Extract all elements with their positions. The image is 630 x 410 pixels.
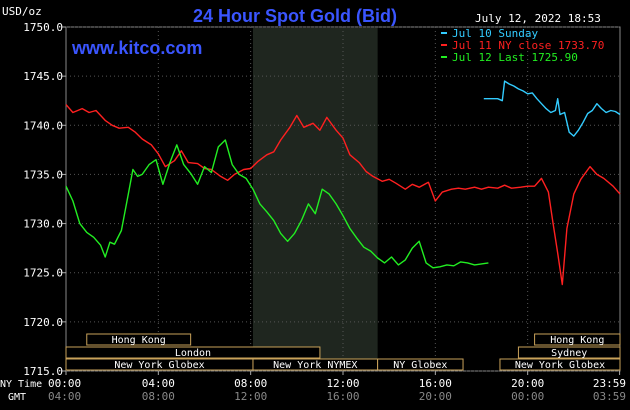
series-line (65, 104, 621, 286)
session-label: Hong Kong (112, 335, 166, 346)
session-label: Sydney (551, 348, 587, 359)
series-line (65, 139, 489, 269)
x-tick-label-ny: 08:00 (234, 377, 267, 390)
x-tick-label-ny: 20:00 (511, 377, 544, 390)
x-tick-label-gmt: 16:00 (326, 390, 359, 403)
x-tick-label-gmt: 00:00 (511, 390, 544, 403)
session-label: New York Globex (114, 360, 204, 371)
session-box (86, 333, 192, 346)
y-tick-label: 1750.0 (23, 21, 63, 34)
session-label: Hong Kong (550, 335, 604, 346)
x-tick-label-ny: 16:00 (419, 377, 452, 390)
x-tick-label-ny: 04:00 (142, 377, 175, 390)
x-axis-ticks: 00:0004:0004:0008:0008:0012:0012:0016:00… (48, 371, 626, 403)
y-tick-label: 1730.0 (23, 218, 63, 231)
session-label: New York Globex (515, 360, 605, 371)
y-tick-label: 1740.0 (23, 119, 63, 132)
session-box (534, 333, 621, 346)
ny-time-axis-label: NY Time (0, 379, 42, 390)
y-axis-ticks: 1750.0 1745.0 1740.0 1735.0 1730.0 1725.0 1720… (23, 21, 66, 378)
y-axis-label: USD/oz (2, 5, 42, 18)
website-watermark: www.kitco.com (71, 38, 202, 58)
y-tick-label: 1745.0 (23, 70, 63, 83)
date-label: July 12, 2022 18:53 (475, 12, 601, 25)
x-tick-label-gmt: 08:00 (142, 390, 175, 403)
x-tick-label-gmt: 04:00 (48, 390, 81, 403)
x-tick-label-ny: 12:00 (326, 377, 359, 390)
x-tick-label-gmt: 03:59 (593, 390, 626, 403)
x-tick-label-ny: 23:59 (593, 377, 626, 390)
session-box (65, 346, 321, 359)
session-box (499, 358, 621, 371)
y-tick-label: 1715.0 (23, 365, 63, 378)
y-tick-label: 1735.0 (23, 168, 63, 181)
y-tick-label: 1720.0 (23, 316, 63, 329)
legend-label: Jul 11 NY close 1733.70 (452, 39, 604, 52)
session-label: NY Globex (393, 360, 447, 371)
session-box (377, 358, 464, 371)
legend-label: Jul 10 Sunday (452, 27, 538, 40)
nymex-shaded-region (252, 28, 378, 370)
x-tick-label-gmt: 12:00 (234, 390, 267, 403)
chart-title: 24 Hour Spot Gold (Bid) (193, 6, 397, 26)
session-box (517, 346, 621, 359)
session-label: London (175, 348, 211, 359)
price-series (65, 80, 621, 286)
x-tick-label-gmt: 20:00 (419, 390, 452, 403)
session-label: New York NYMEX (273, 360, 357, 371)
gmt-axis-label: GMT (8, 392, 26, 403)
x-tick-label-ny: 00:00 (48, 377, 81, 390)
y-tick-label: 1725.0 (23, 267, 63, 280)
series-line (483, 80, 621, 137)
legend-label: Jul 12 Last 1725.90 (452, 51, 578, 64)
